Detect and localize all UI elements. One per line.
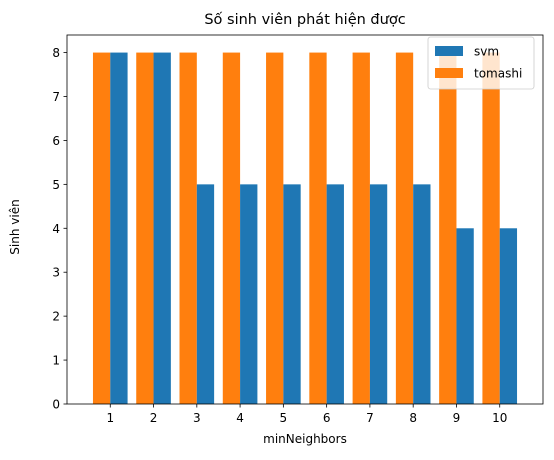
bars-group	[92, 52, 518, 404]
bar-svm	[110, 52, 128, 404]
x-tick-label: 6	[323, 411, 331, 425]
axes-group: 1 2 3 4 5 6 7 8 9 10 0 1 2 3 4 5 6 7 8	[52, 34, 544, 425]
y-tick-label: 3	[52, 266, 60, 280]
bar-svm	[499, 228, 518, 404]
x-tick-label: 9	[453, 411, 461, 425]
y-tick-label: 1	[52, 354, 60, 368]
legend-label-tomashi: tomashi	[474, 67, 522, 81]
x-axis-label: minNeighbors	[263, 432, 347, 446]
bar-svm	[196, 184, 215, 404]
bar-tomashi	[266, 52, 284, 404]
y-tick-label: 8	[52, 46, 60, 60]
bar-svm	[283, 184, 301, 404]
legend-swatch-tomashi	[435, 68, 463, 78]
x-tick-label: 4	[236, 411, 244, 425]
x-tick-label: 1	[106, 411, 114, 425]
y-tick-label: 7	[52, 90, 60, 104]
bar-tomashi	[309, 52, 327, 404]
bar-svm	[413, 184, 431, 404]
bar-svm	[369, 184, 388, 404]
y-tick-label: 6	[52, 134, 60, 148]
y-tick-label: 4	[52, 222, 60, 236]
bar-svm	[153, 52, 171, 404]
bar-svm	[240, 184, 258, 404]
legend-label-svm: svm	[474, 45, 499, 59]
x-tick-label: 7	[366, 411, 374, 425]
y-tick-label: 2	[52, 310, 60, 324]
y-tick-label: 0	[52, 398, 60, 412]
bar-tomashi	[136, 52, 154, 404]
chart-title: Số sinh viên phát hiện được	[204, 11, 405, 28]
y-axis-label: Sinh viên	[8, 199, 22, 254]
y-tick-label: 5	[52, 178, 60, 192]
bar-svm	[326, 184, 344, 404]
bar-tomashi	[439, 52, 457, 404]
x-tick-label: 10	[492, 411, 507, 425]
x-tick-label: 3	[193, 411, 201, 425]
bar-tomashi	[482, 52, 500, 404]
bar-tomashi	[179, 52, 197, 404]
legend-swatch-svm	[435, 46, 463, 56]
bar-tomashi	[395, 52, 414, 404]
bar-tomashi	[352, 52, 370, 404]
legend: svm tomashi	[427, 36, 535, 90]
bar-tomashi	[222, 52, 241, 404]
x-tick-label: 8	[409, 411, 417, 425]
bar-svm	[456, 228, 474, 404]
bar-tomashi	[92, 52, 111, 404]
plot-frame	[66, 34, 544, 405]
x-tick-label: 2	[150, 411, 158, 425]
x-tick-label: 5	[280, 411, 288, 425]
